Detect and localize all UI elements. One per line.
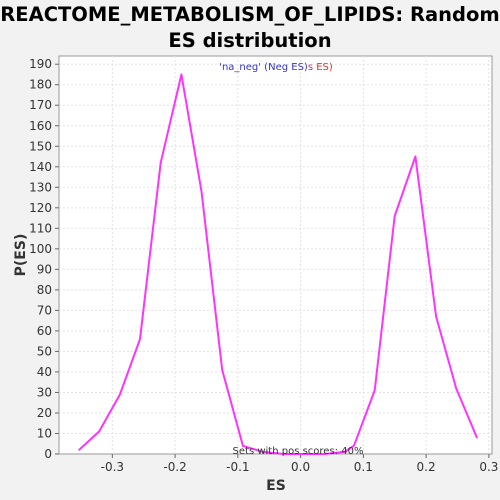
data-point: [159, 161, 162, 164]
y-tick-label: 120: [29, 201, 52, 215]
y-axis: 0 10 20 30 40 50 60 70 80 90 100 110 120 130 140 150 160…: [29, 57, 59, 461]
data-point: [78, 449, 80, 451]
data-point: [302, 453, 305, 455]
data-point: [414, 155, 417, 158]
y-tick-label: 140: [29, 160, 52, 174]
data-point: [455, 387, 458, 390]
y-tick-label: 30: [37, 385, 52, 399]
y-axis-title: P(ES): [13, 234, 29, 277]
data-point: [98, 430, 100, 433]
x-axis: -0.3 -0.2 -0.1 0.0 0.1 0.2 0.3: [101, 454, 498, 474]
data-point: [200, 190, 203, 193]
data-point: [373, 389, 376, 392]
y-tick-label: 130: [29, 180, 52, 194]
y-tick-label: 160: [29, 119, 52, 133]
data-point: [119, 393, 121, 396]
y-tick-label: 0: [44, 447, 52, 461]
data-point: [139, 338, 141, 340]
plot-area: [58, 55, 493, 455]
data-point: [393, 215, 396, 217]
data-point: [353, 444, 355, 447]
y-tick-label: 170: [29, 98, 52, 112]
data-point: [323, 453, 326, 455]
y-tick-label: 10: [37, 426, 52, 440]
y-tick-label: 90: [37, 262, 52, 276]
annotation-pos-scores: Sets with pos scores: 40%: [233, 446, 364, 457]
subtitle-part-pos: s ES): [308, 62, 333, 73]
data-point: [180, 73, 183, 76]
y-tick-label: 20: [37, 406, 52, 420]
series-group: [78, 73, 478, 455]
data-point: [343, 451, 346, 453]
y-tick-label: 100: [29, 242, 52, 256]
y-tick-label: 50: [37, 344, 52, 358]
y-tick-label: 70: [37, 303, 52, 317]
data-point: [221, 369, 223, 371]
x-tick-label: -0.3: [101, 460, 124, 474]
x-tick-label: 0.0: [291, 460, 310, 474]
data-point: [476, 436, 478, 439]
data-point: [282, 453, 285, 455]
data-point: [262, 451, 264, 453]
y-tick-label: 40: [37, 365, 52, 379]
x-tick-label: 0.1: [354, 460, 373, 474]
grid-lines: [59, 56, 492, 454]
x-tick-label: -0.2: [163, 460, 186, 474]
chart-subtitle: 'na_neg' (Neg ES)s ES): [219, 62, 333, 73]
chart-title-line1: REACTOME_METABOLISM_OF_LIPIDS: Random: [0, 3, 500, 26]
data-point: [435, 315, 437, 318]
x-axis-title: ES: [266, 478, 286, 494]
subtitle-part-neg: 'na_neg' (Neg ES): [219, 62, 308, 73]
data-point: [242, 444, 244, 447]
y-tick-label: 80: [37, 283, 52, 297]
chart-title: REACTOME_METABOLISM_OF_LIPIDS: Random ES…: [0, 2, 500, 54]
y-tick-label: 60: [37, 324, 52, 338]
x-tick-label: 0.3: [479, 460, 498, 474]
y-tick-label: 180: [29, 78, 52, 92]
chart-title-line2: ES distribution: [168, 29, 332, 52]
x-tick-label: -0.1: [226, 460, 249, 474]
y-tick-label: 150: [29, 139, 52, 153]
y-tick-label: 110: [29, 221, 52, 235]
y-tick-label: 190: [29, 57, 52, 71]
x-tick-label: 0.2: [417, 460, 436, 474]
